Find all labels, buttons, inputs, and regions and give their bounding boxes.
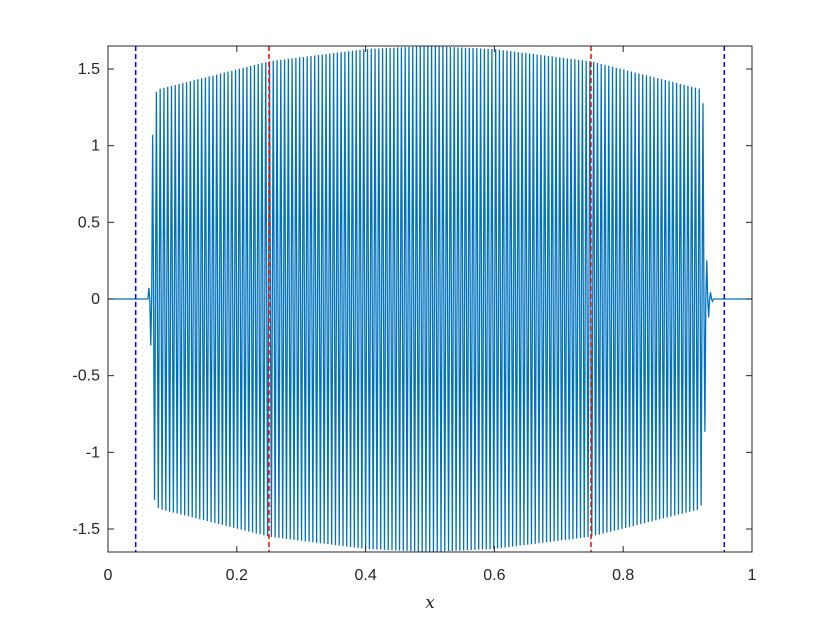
x-tick-label-4: 0.8: [612, 567, 634, 584]
y-tick-labels: -1.5 -1 -0.5 0 0.5 1 1.5: [72, 61, 100, 538]
x-tick-label-2: 0.4: [354, 567, 376, 584]
x-tick-label-3: 0.6: [483, 567, 505, 584]
y-tick-label-1: -1: [86, 444, 100, 461]
signal-series-line: [108, 46, 752, 552]
y-tick-label-3: 0: [91, 291, 100, 308]
series-layer: [108, 46, 752, 552]
y-tick-label-2: -0.5: [72, 368, 100, 385]
y-tick-label-6: 1.5: [78, 61, 100, 78]
x-axis-title: x: [425, 593, 435, 613]
x-tick-labels: 0 0.2 0.4 0.6 0.8 1: [104, 567, 757, 584]
x-tick-label-0: 0: [104, 567, 113, 584]
tick-marks: [107, 46, 753, 552]
y-tick-label-0: -1.5: [72, 521, 100, 538]
y-tick-label-4: 0.5: [78, 214, 100, 231]
x-tick-label-5: 1: [748, 567, 757, 584]
y-tick-label-5: 1: [91, 138, 100, 155]
x-tick-label-1: 0.2: [226, 567, 248, 584]
reference-lines: [134, 46, 726, 552]
